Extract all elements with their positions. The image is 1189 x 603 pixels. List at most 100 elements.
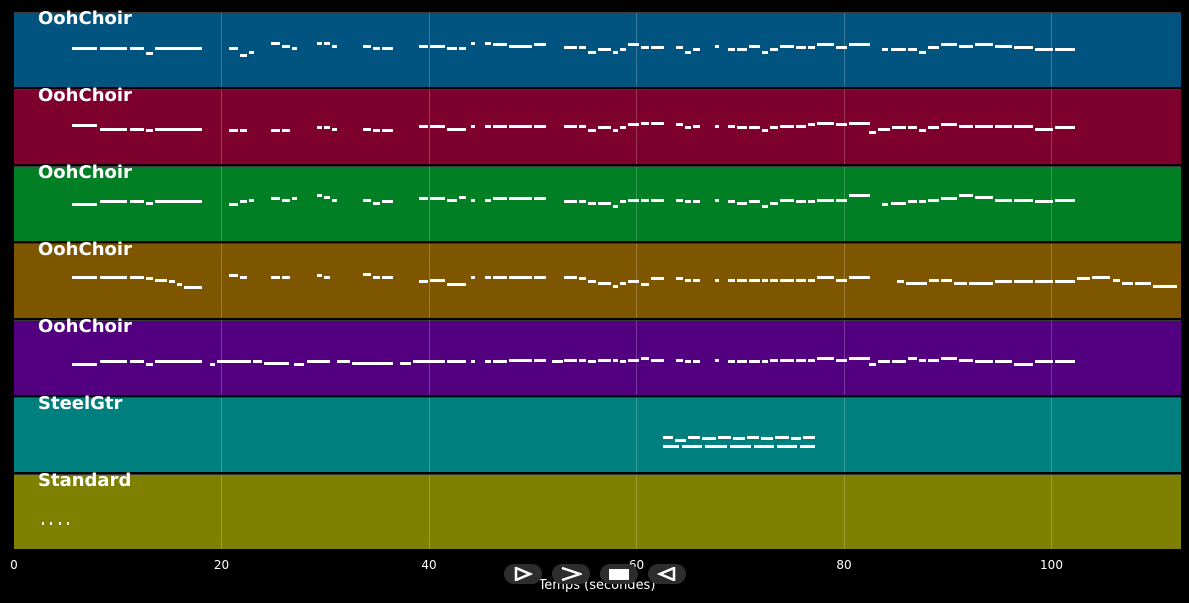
play-forward-button[interactable] [504,564,542,584]
note-mark [650,277,665,280]
note-mark [612,284,618,288]
gridline [428,13,430,87]
note-mark [1013,46,1033,49]
gridline [1051,475,1053,549]
note-mark [271,41,280,45]
note-mark [281,129,290,132]
note-mark [908,47,917,51]
note-mark [100,46,128,50]
note-mark [777,444,798,448]
note-mark [770,126,778,129]
note-mark [1013,124,1033,128]
note-mark [701,437,717,440]
note-mark [587,50,596,54]
note-mark [918,200,926,203]
note-mark [418,44,428,48]
gridline [843,13,845,87]
note-mark [1034,360,1054,363]
note-mark [1034,127,1054,131]
note-mark [533,358,547,362]
note-mark [1055,360,1076,363]
note-mark [471,124,475,128]
note-mark [471,41,475,45]
note-mark [508,44,532,48]
note-mark [372,129,381,132]
note-mark [796,124,806,128]
track-6: Standard [14,470,1181,549]
note-mark [849,121,870,125]
rewind-button[interactable] [648,564,686,584]
note-mark [761,360,769,363]
chevron-right-icon [561,567,582,581]
note-mark [882,47,889,51]
note-mark [66,521,69,525]
fast-forward-button[interactable] [552,564,590,584]
note-mark [1055,280,1076,283]
gridline [843,398,845,472]
note-mark [306,360,331,363]
note-mark [918,50,926,54]
note-mark [292,197,298,200]
note-mark [598,201,611,205]
note-mark [217,360,251,363]
note-mark [803,435,815,439]
note-mark [775,435,789,439]
note-mark [688,435,700,439]
note-mark [399,361,412,365]
note-mark [130,46,144,50]
gridline [221,321,223,395]
note-mark [281,198,290,202]
note-mark [446,198,457,202]
note-mark [471,275,475,279]
note-mark [579,124,586,128]
note-mark [281,44,290,48]
note-mark [184,286,202,289]
note-mark [372,275,381,279]
gridline [636,167,638,241]
note-mark [816,43,834,46]
note-mark [835,123,847,126]
note-mark [579,46,586,49]
note-mark [533,275,547,279]
note-mark [459,195,467,199]
gridline [221,244,223,318]
gridline [843,321,845,395]
note-mark [382,275,393,279]
gridline [636,321,638,395]
note-mark [727,360,735,363]
note-mark [508,124,532,128]
note-mark [908,200,917,203]
note-mark [715,358,720,362]
gridline [843,90,845,164]
note-mark [891,360,907,363]
gridline [1051,321,1053,395]
note-mark [145,129,154,132]
note-mark [779,278,795,282]
note-mark [362,127,371,131]
note-mark [715,124,720,128]
note-mark [760,437,774,440]
gridline [1051,167,1053,241]
note-mark [130,360,144,363]
note-mark [271,129,280,132]
note-mark [271,275,280,279]
note-mark [471,360,475,363]
note-mark [675,358,684,362]
gridline [221,13,223,87]
note-mark [145,363,154,366]
note-mark [628,123,639,126]
note-mark [598,126,611,129]
note-mark [72,363,97,366]
note-mark [974,124,994,128]
note-mark [563,46,578,49]
note-mark [737,278,748,282]
note-mark [446,46,457,50]
note-mark [974,360,994,363]
gridline [428,398,430,472]
note-mark [770,278,778,282]
note-mark [675,123,684,126]
gridline [221,475,223,549]
note-mark [563,124,578,128]
x-tick-label: 100 [1040,558,1063,572]
stop-button[interactable] [600,564,638,584]
